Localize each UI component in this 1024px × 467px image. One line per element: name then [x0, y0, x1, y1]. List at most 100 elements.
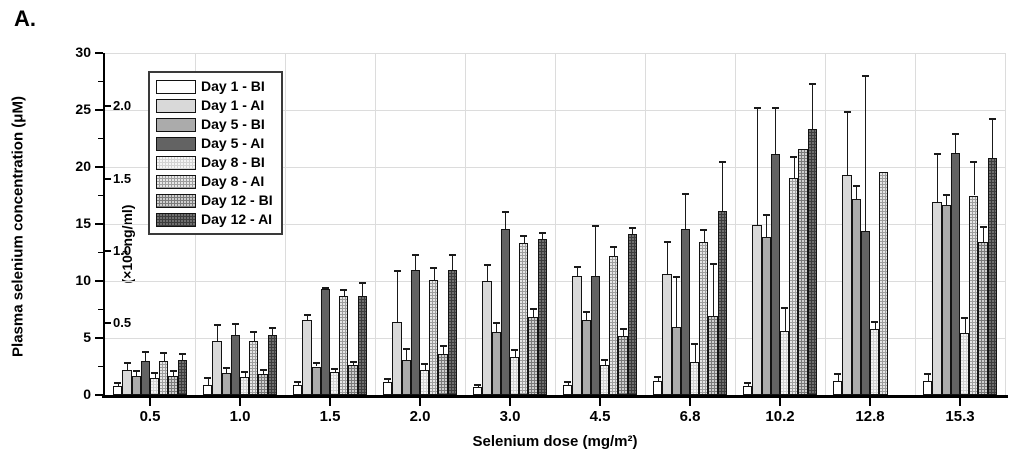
y-axis-minor-tick [98, 308, 103, 311]
error-bar-cap [358, 282, 366, 285]
error-bar [676, 276, 678, 327]
bar [473, 387, 483, 395]
error-bar [577, 266, 578, 277]
bar [969, 195, 979, 395]
error-bar-cap [610, 245, 618, 248]
bar [699, 242, 709, 395]
x-axis-tick [418, 398, 422, 406]
error-bar-cap [439, 344, 447, 347]
error-bar-cap [268, 326, 276, 329]
bar [941, 204, 951, 395]
error-bar-cap [852, 185, 860, 188]
bar [581, 319, 591, 395]
bar [302, 319, 312, 395]
error-bar [657, 375, 659, 382]
error-bar-cap [628, 227, 636, 230]
error-bar-cap [619, 327, 627, 330]
y-axis-tick [95, 337, 103, 339]
bar [600, 365, 610, 395]
error-bar-cap [808, 82, 816, 85]
y-axis-tick [95, 166, 103, 168]
x-axis-title: Selenium dose (mg/m²) [472, 433, 638, 450]
legend-swatch-d8bi [156, 155, 196, 170]
error-bar [433, 267, 435, 280]
legend-swatch-d12bi [156, 193, 196, 208]
bar [420, 369, 430, 395]
error-bar-cap [349, 360, 357, 363]
legend-label: Day 5 - BI [201, 116, 265, 132]
error-bar-cap [141, 350, 149, 353]
bar [500, 228, 510, 395]
error-bar [964, 317, 966, 334]
y-tick-label: 0 [83, 386, 91, 402]
x-axis-tick [238, 398, 242, 406]
bar [879, 171, 889, 395]
bar [519, 243, 529, 395]
bar [510, 357, 520, 395]
error-bar-cap [564, 381, 572, 384]
bar [752, 225, 762, 395]
bar [717, 211, 727, 395]
error-bar [387, 377, 389, 383]
bar [392, 322, 402, 395]
error-bar-cap [790, 155, 798, 158]
bar [978, 242, 988, 395]
error-bar [856, 185, 858, 199]
secondary-y-tick-label: 2.0 [113, 98, 132, 114]
error-bar [983, 226, 984, 243]
error-bar-cap [582, 310, 590, 313]
error-bar-cap [303, 314, 311, 317]
error-bar-cap [483, 263, 491, 266]
secondary-y-tick [103, 105, 111, 108]
bar [267, 334, 277, 395]
panel-label: A. [14, 6, 36, 31]
error-bar [235, 323, 237, 335]
legend-item: Day 12 - BI [156, 191, 273, 210]
bar [230, 334, 240, 395]
error-bar-cap [132, 369, 140, 372]
secondary-y-tick-label: 0.5 [113, 314, 132, 330]
error-bar-cap [222, 366, 230, 369]
error-bar [713, 262, 714, 317]
legend: Day 1 - BI Day 1 - AI Day 5 - BI Day 5 - AI… [148, 71, 283, 235]
y-axis-tick [95, 223, 103, 225]
error-bar-cap [178, 352, 186, 355]
error-bar [703, 228, 705, 243]
error-bar [812, 82, 814, 130]
secondary-y-tick-label: 1.0 [113, 242, 132, 258]
error-bar [722, 161, 724, 212]
x-tick-label: 0.5 [139, 408, 161, 425]
bar [258, 374, 268, 395]
bar [572, 276, 582, 395]
error-bar [343, 288, 345, 296]
bar [410, 269, 420, 395]
bar [761, 236, 771, 395]
error-bar [173, 369, 174, 376]
gridline-vertical [555, 53, 556, 395]
bar [240, 376, 250, 395]
error-bar-cap [294, 381, 302, 384]
bar [690, 361, 700, 395]
bar [870, 328, 880, 395]
error-bar [847, 111, 848, 175]
error-bar-cap [123, 361, 131, 364]
secondary-y-tick-label: 1.5 [113, 170, 132, 186]
bar [429, 279, 439, 395]
legend-swatch-d5bi [156, 117, 196, 132]
error-bar [595, 225, 597, 277]
error-bar-cap [979, 226, 987, 229]
error-bar [424, 363, 426, 370]
error-bar-cap [781, 307, 789, 310]
error-bar [244, 371, 246, 377]
secondary-y-tick [103, 321, 111, 324]
error-bar-cap [402, 348, 410, 351]
bar [662, 274, 672, 395]
bar [987, 157, 997, 395]
x-axis-tick [148, 398, 152, 406]
bar [960, 333, 970, 395]
error-bar-cap [700, 228, 708, 231]
bar [770, 154, 780, 395]
error-bar [955, 132, 957, 154]
legend-label: Day 8 - BI [201, 154, 265, 170]
